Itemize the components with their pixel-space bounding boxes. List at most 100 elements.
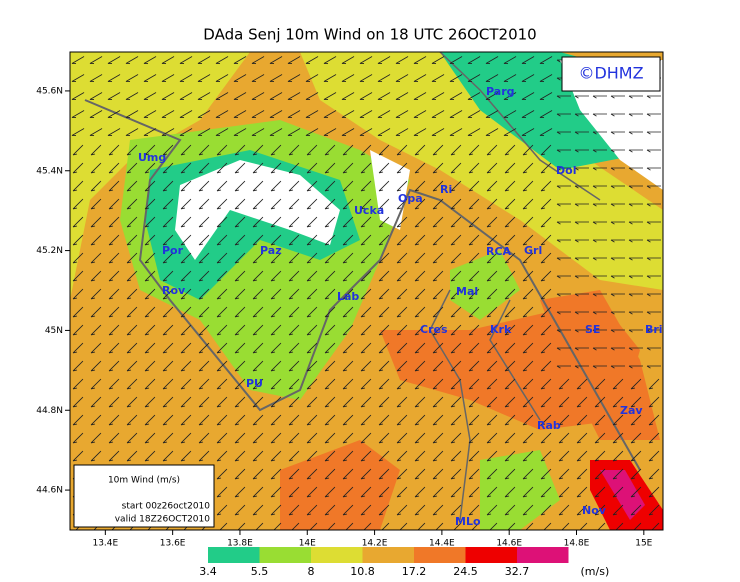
wind-arrow <box>233 92 247 100</box>
wind-arrow <box>432 468 444 480</box>
wind-arrow <box>287 92 301 100</box>
wind-arrow <box>197 56 211 64</box>
wind-arrow <box>270 486 282 498</box>
wind-arrow <box>522 144 534 156</box>
wind-arrow <box>162 378 174 390</box>
legend-swatch <box>517 547 569 563</box>
wind-arrow <box>144 162 156 174</box>
wind-arrow <box>414 270 426 282</box>
wind-arrow <box>162 216 174 228</box>
y-tick-label: 45.4N <box>36 166 63 176</box>
wind-arrow <box>90 198 102 210</box>
wind-arrow <box>468 360 480 372</box>
place: Rab <box>537 419 561 432</box>
wind-arrow <box>540 468 552 480</box>
wind-arrow <box>467 92 481 100</box>
wind-arrow <box>108 288 120 300</box>
wind-arrow <box>180 288 192 300</box>
wind-arrow <box>468 342 480 354</box>
wind-arrow <box>486 162 498 174</box>
wind-arrow <box>126 360 138 372</box>
wind-arrow <box>630 504 642 516</box>
wind-arrow <box>305 74 319 82</box>
wind-arrow <box>324 378 336 390</box>
info-valid: valid 18Z26OCT2010 <box>115 515 211 525</box>
wind-arrow <box>610 257 625 261</box>
wind-arrow <box>628 185 643 189</box>
wind-arrow <box>504 378 516 390</box>
wind-arrow <box>216 414 228 426</box>
wind-arrow <box>288 252 300 264</box>
wind-arrow <box>306 342 318 354</box>
wind-arrow <box>306 216 318 228</box>
info-box <box>73 464 215 528</box>
wind-arrow <box>324 180 336 192</box>
wind-arrow <box>180 378 192 390</box>
wind-arrow <box>468 468 480 480</box>
wind-arrow <box>324 306 336 318</box>
wind-arrow <box>628 329 643 333</box>
wind-arrow <box>342 198 354 210</box>
wind-arrow <box>558 504 570 516</box>
wind-arrow <box>396 468 408 480</box>
wind-arrow <box>486 486 498 498</box>
wind-arrow <box>486 198 498 210</box>
wind-arrow <box>252 486 264 498</box>
wind-arrow <box>252 162 264 174</box>
wind-arrow <box>305 56 319 64</box>
x-tick-label: 13.4E <box>92 539 118 549</box>
wind-arrow <box>628 167 643 171</box>
wind-arrow <box>576 504 588 516</box>
wind-arrow <box>556 347 571 351</box>
place: Parg <box>486 85 515 98</box>
wind-arrow <box>327 522 336 530</box>
wind-arrow <box>378 414 390 426</box>
wind-arrow <box>287 74 301 82</box>
wind-arrow <box>432 180 444 192</box>
wind-arrow <box>108 396 120 408</box>
wind-arrow <box>432 450 444 462</box>
wind-arrow <box>378 216 390 228</box>
wind-arrow <box>252 360 264 372</box>
wind-arrow <box>414 162 426 174</box>
wind-arrow <box>360 342 372 354</box>
wind-arrow <box>197 92 211 100</box>
wind-arrow <box>574 311 589 315</box>
wind-arrow <box>360 216 372 228</box>
wind-arrow <box>360 306 372 318</box>
wind-arrow <box>486 270 498 282</box>
wind-arrow <box>360 450 372 462</box>
wind-arrow <box>467 74 481 82</box>
wind-arrow <box>574 329 589 333</box>
wind-arrow <box>270 414 282 426</box>
wind-arrow <box>522 486 534 498</box>
wind-arrow <box>377 128 391 136</box>
wind-arrow <box>556 311 571 315</box>
map-frame <box>69 51 664 531</box>
wind-arrow <box>360 378 372 390</box>
wind-arrow <box>579 522 588 530</box>
wind-arrow <box>161 56 175 64</box>
wind-arrow <box>610 185 625 189</box>
x-tick-label: 14.8E <box>564 539 590 549</box>
wind-arrow <box>556 185 571 189</box>
wind-arrow <box>574 131 589 135</box>
wind-arrow <box>252 378 264 390</box>
wind-arrow <box>504 234 516 246</box>
wind-arrow <box>288 432 300 444</box>
wind-arrow <box>143 74 157 82</box>
wind-arrow <box>144 270 156 282</box>
wind-arrow <box>503 56 517 64</box>
wind-arrow <box>162 198 174 210</box>
wind-arrow <box>126 288 138 300</box>
legend-label: 10.8 <box>350 565 375 578</box>
wind-arrow <box>539 56 553 64</box>
wind-arrow <box>252 306 264 318</box>
wind-arrow <box>522 360 534 372</box>
wind-arrow <box>630 450 642 462</box>
wind-arrow <box>594 450 606 462</box>
wind-arrow <box>359 110 373 118</box>
wind-arrow <box>468 162 480 174</box>
wind-arrow <box>610 293 625 297</box>
legend-unit: (m/s) <box>581 565 610 578</box>
